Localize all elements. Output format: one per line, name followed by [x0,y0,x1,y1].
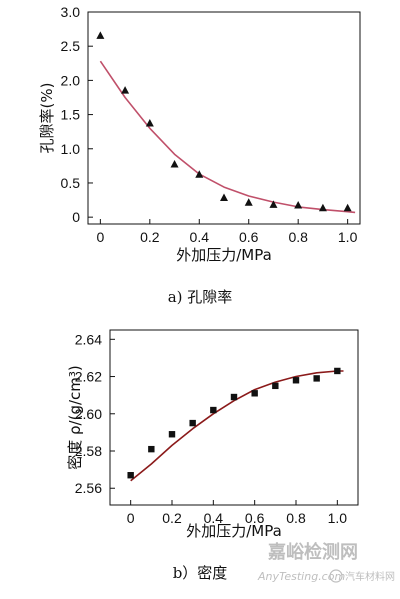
fit-curve [130,370,344,482]
wechat-icon [329,569,343,583]
watermark-site-name: 嘉峪检测网 [267,541,358,563]
data-point-square [292,377,300,384]
plot-frame [87,11,361,225]
y-tick-label: 2.0 [61,72,81,88]
x-tick-label: 0 [96,229,104,245]
data-point-triangle [220,193,228,202]
watermark-site-url: AnyTesting.com [257,570,345,583]
x-tick-label: 0.2 [162,510,182,526]
data-point-triangle [121,86,130,94]
x-tick-label: 0.8 [288,229,308,245]
y-tick-label: 1.0 [61,141,81,157]
data-point-square [168,431,176,438]
data-point-square [272,382,279,390]
watermark: 嘉峪检测网 AnyTesting.com 汽车材料网 [257,541,395,583]
y-tick-label: 3.0 [61,4,81,20]
chart-porosity: 0 0.2 0.4 0.6 0.8 1.0 0 0.5 1.0 1.5 2.0 2.5 3.0 外加压力/… [38,4,361,306]
data-point-square [210,406,217,414]
y-tick-label: 2.5 [61,38,81,54]
y-tick-label: 2.64 [75,331,102,347]
y-tick-label: 2.60 [75,406,102,422]
x-tick-label: 0.4 [204,510,224,526]
data-point-triangle [96,31,105,39]
x-tick-label: 0.8 [286,510,306,526]
y-tick-label: 2.58 [75,443,102,459]
x-tick-label: 0.4 [190,229,210,245]
data-point-square [313,375,320,382]
x-tick-label: 1.0 [328,510,348,526]
data-point-triangle [269,200,278,208]
data-point-triangle [318,203,327,212]
y-tick-label: 0.5 [61,175,81,191]
x-axis-label: 外加压力/MPa [176,246,272,264]
y-axis-label: 密度 ρ/(g/cm³) [66,365,84,470]
data-point-square [251,390,258,397]
y-tick-label: 1.5 [61,107,81,123]
y-axis-label: 孔隙率(%) [38,83,56,154]
data-point-triangle [294,201,303,209]
x-tick-label: 0.6 [245,510,265,526]
watermark-account: 汽车材料网 [345,570,395,583]
x-tick-label: 1.0 [338,229,358,245]
x-tick-label: 0.2 [140,229,160,245]
data-point-square [230,393,238,401]
chart-caption: a) 孔隙率 [168,288,233,306]
x-axis-label: 外加压力/MPa [186,522,282,540]
chart-caption: b）密度 [173,564,228,582]
y-tick-label: 2.62 [75,369,102,385]
data-point-triangle [170,160,179,168]
chart-density: 0 0.2 0.4 0.6 0.8 1.0 2.56 2.58 2.60 2.62 2.64 外加压力… [66,329,359,582]
data-point-square [148,445,155,453]
data-point-triangle [244,198,253,206]
y-tick-label: 2.56 [75,480,102,496]
data-point-triangle [195,170,204,178]
data-point-square [127,472,134,479]
fit-curve [99,60,356,214]
data-point-square [334,367,341,375]
y-tick-label: 0 [72,209,80,225]
data-point-triangle [145,118,154,127]
plot-frame [109,329,359,506]
x-tick-label: 0 [127,510,135,526]
x-tick-label: 0.6 [239,229,259,245]
data-point-square [189,419,196,427]
data-point-triangle [343,203,352,212]
